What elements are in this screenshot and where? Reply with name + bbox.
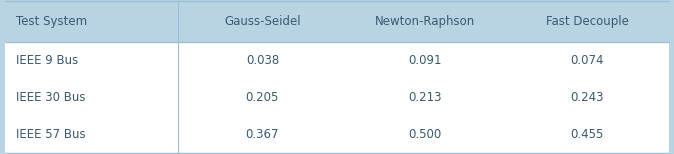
Text: IEEE 9 Bus: IEEE 9 Bus — [16, 54, 78, 67]
Text: IEEE 57 Bus: IEEE 57 Bus — [16, 128, 85, 141]
Text: Fast Decouple: Fast Decouple — [546, 15, 629, 28]
Text: IEEE 30 Bus: IEEE 30 Bus — [16, 91, 85, 104]
Text: Gauss-Seidel: Gauss-Seidel — [224, 15, 301, 28]
Text: 0.213: 0.213 — [408, 91, 441, 104]
Text: 0.500: 0.500 — [408, 128, 441, 141]
Text: Test System: Test System — [16, 15, 87, 28]
Text: 0.038: 0.038 — [246, 54, 279, 67]
Text: 0.205: 0.205 — [246, 91, 279, 104]
Text: 0.074: 0.074 — [571, 54, 604, 67]
Text: 0.243: 0.243 — [571, 91, 604, 104]
Text: Newton-Raphson: Newton-Raphson — [375, 15, 475, 28]
Text: 0.091: 0.091 — [408, 54, 441, 67]
FancyBboxPatch shape — [5, 1, 669, 42]
FancyBboxPatch shape — [5, 42, 669, 153]
Text: 0.455: 0.455 — [571, 128, 604, 141]
Text: 0.367: 0.367 — [245, 128, 279, 141]
